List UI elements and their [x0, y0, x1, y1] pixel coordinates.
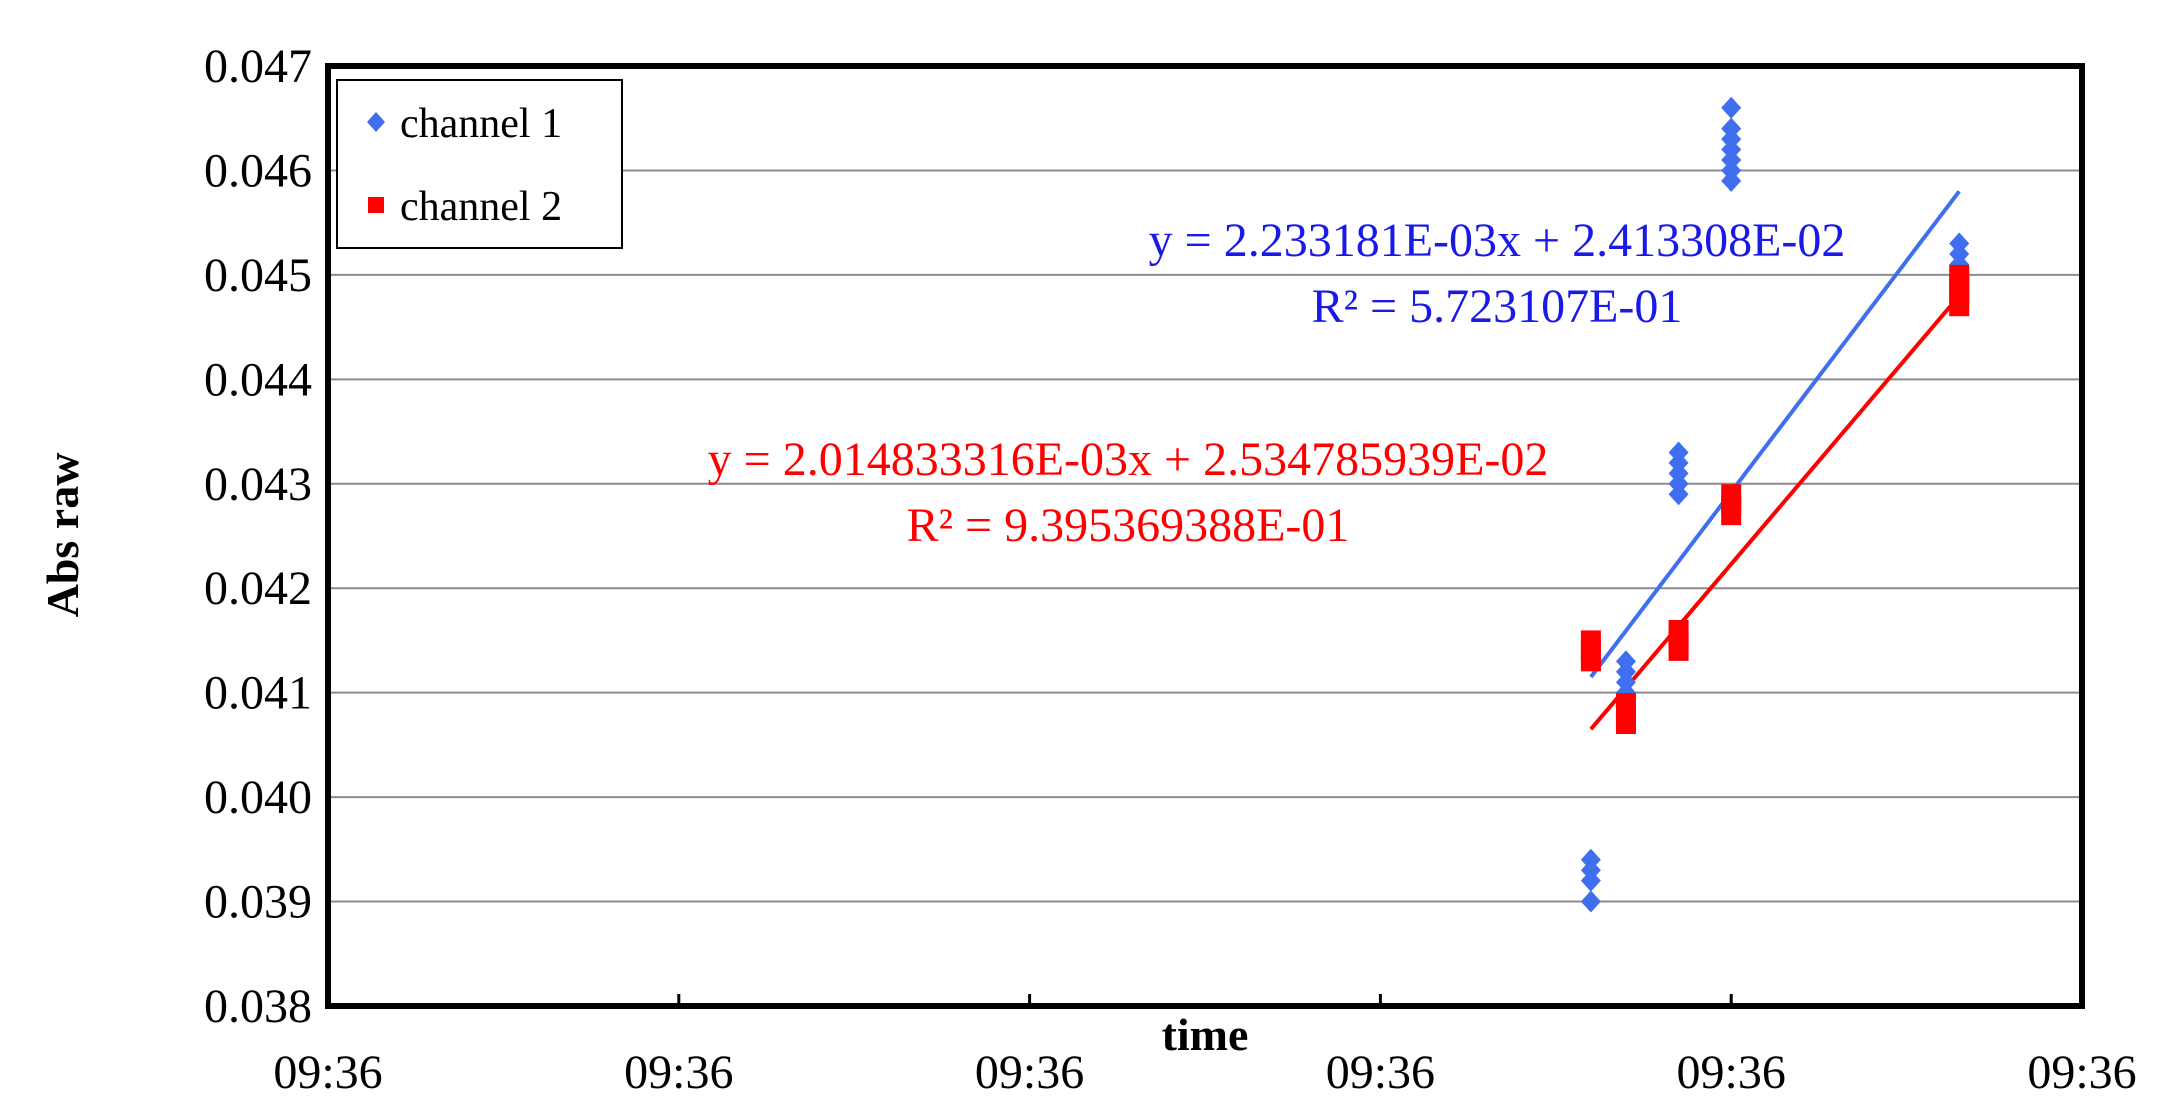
- data-point-channel-2: [1721, 484, 1742, 505]
- y-tick-label: 0.039: [204, 876, 312, 929]
- data-point-channel-1: [1668, 441, 1689, 464]
- trendline-1-r2: R² = 5.723107E-01: [1312, 280, 1683, 333]
- trendline-2: [1589, 294, 1961, 731]
- y-tick-label: 0.043: [204, 458, 312, 511]
- legend-box: [336, 79, 623, 249]
- data-point-channel-2: [1615, 693, 1636, 714]
- y-tick-label: 0.046: [204, 144, 312, 197]
- y-axis-title: Abs raw: [37, 453, 88, 618]
- data-point-channel-2: [1668, 620, 1689, 640]
- x-tick-label: 09:36: [624, 1046, 733, 1099]
- legend-square-icon: [368, 197, 384, 213]
- data-point-channel-1: [1949, 232, 1970, 255]
- axis-ticks: 0.038 0.039 0.040 0.041 0.042 0.043 0.044 0.045…: [204, 40, 2137, 1099]
- trendline-2-equation: y = 2.014833316E-03x + 2.534785939E-02: [708, 433, 1549, 486]
- y-tick-label: 0.038: [204, 980, 312, 1033]
- y-tick-label: 0.045: [204, 249, 312, 302]
- y-tick-label: 0.047: [204, 40, 312, 93]
- data-point-channel-1: [1721, 117, 1742, 140]
- x-tick-label: 09:36: [975, 1046, 1084, 1099]
- legend: channel 1 channel 2: [336, 79, 623, 249]
- legend-label-channel-2: channel 2: [400, 184, 562, 230]
- data-point-channel-1: [1580, 848, 1601, 871]
- x-tick-label: 09:36: [273, 1046, 382, 1099]
- data-point-channel-1: [1580, 890, 1601, 913]
- x-axis-title: time: [1162, 1009, 1249, 1060]
- x-tick-label: 09:36: [1677, 1046, 1786, 1099]
- trendline-1-equation: y = 2.233181E-03x + 2.413308E-02: [1149, 214, 1846, 267]
- y-tick-label: 0.044: [204, 353, 312, 406]
- x-tick-label: 09:36: [2027, 1046, 2136, 1099]
- data-point-channel-1: [1615, 650, 1636, 673]
- grid-lines: [328, 169, 2082, 903]
- y-tick-label: 0.040: [204, 771, 312, 824]
- trendlines: [1589, 190, 1961, 731]
- data-point-channel-1: [1721, 96, 1742, 119]
- y-tick-label: 0.041: [204, 667, 312, 720]
- y-tick-label: 0.042: [204, 562, 312, 615]
- x-tick-label: 09:36: [1326, 1046, 1435, 1099]
- legend-label-channel-1: channel 1: [400, 101, 562, 147]
- legend-diamond-icon: [367, 112, 385, 132]
- data-points: [1580, 96, 1970, 913]
- data-point-channel-2: [1580, 630, 1601, 651]
- trendline-1: [1589, 190, 1961, 679]
- trendline-2-r2: R² = 9.395369388E-01: [907, 499, 1350, 552]
- plot-frame: [325, 63, 2085, 1009]
- data-point-channel-2: [1949, 264, 1970, 285]
